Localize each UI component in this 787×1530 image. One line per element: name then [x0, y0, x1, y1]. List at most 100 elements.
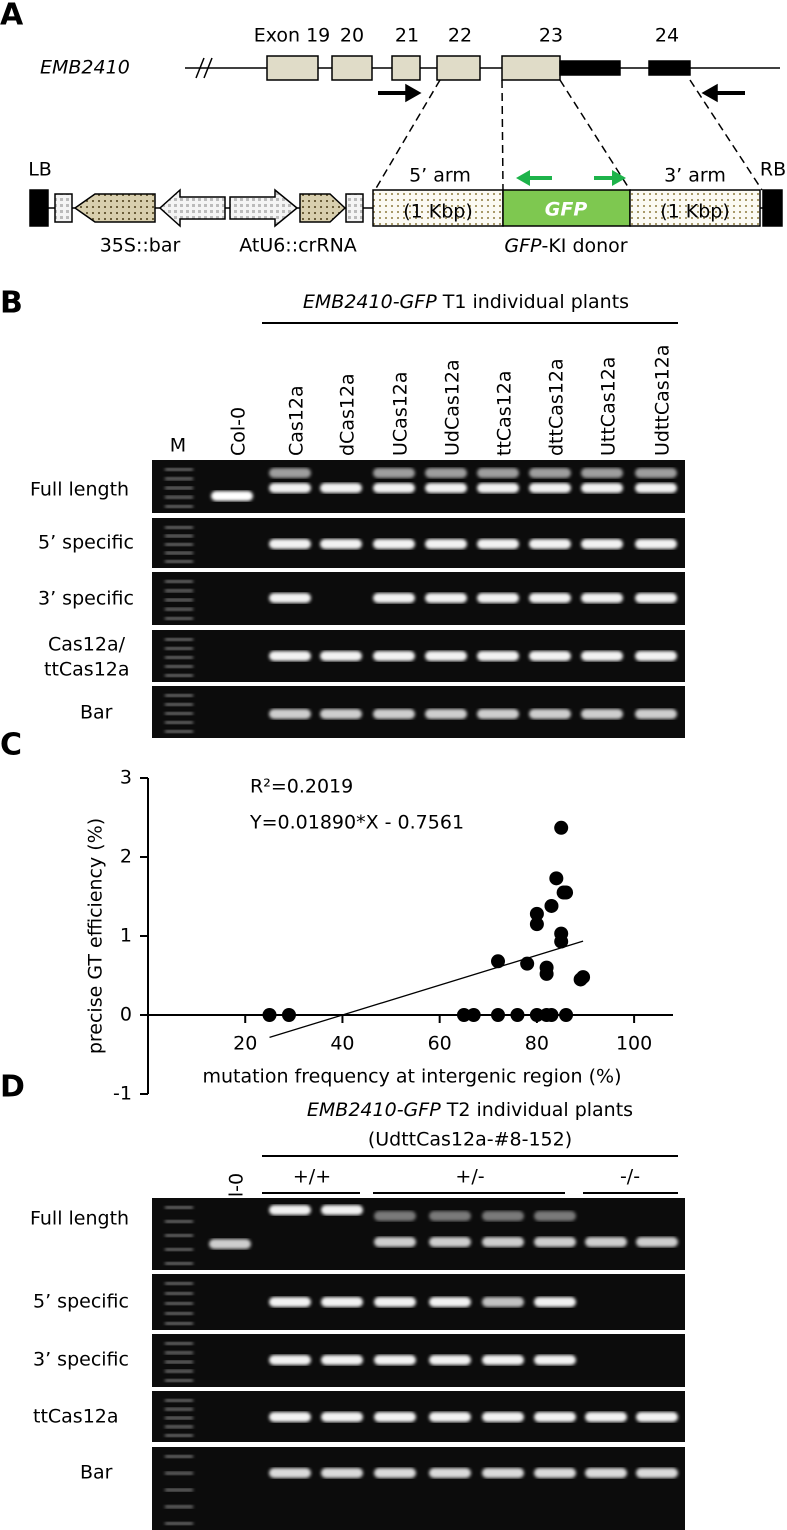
- row-label: 5’ specific: [33, 1291, 129, 1313]
- band: [373, 483, 415, 493]
- band: [373, 468, 415, 478]
- ladder-band: [165, 1282, 193, 1285]
- exon-label: 21: [395, 25, 419, 47]
- ladder-band: [165, 1351, 193, 1355]
- band: [477, 651, 519, 661]
- band: [635, 709, 677, 719]
- band: [425, 539, 467, 549]
- ladder-band: [165, 1416, 193, 1420]
- ladder-band: [165, 543, 193, 546]
- lane-label: UdttCas12a: [652, 345, 674, 457]
- cassette-label: 35S::bar: [100, 235, 181, 257]
- band: [320, 651, 362, 661]
- band: [482, 1468, 524, 1478]
- band: [635, 593, 677, 603]
- band: [269, 651, 311, 661]
- ladder-band: [165, 560, 193, 563]
- ladder-band: [165, 638, 193, 641]
- band: [374, 1237, 416, 1247]
- band: [269, 539, 311, 549]
- ladder-band: [165, 1379, 193, 1382]
- band: [477, 468, 519, 478]
- ladder-band: [165, 674, 193, 677]
- ladder-band: [165, 1505, 193, 1509]
- band: [529, 651, 571, 661]
- lane-label: UttCas12a: [598, 357, 620, 456]
- ladder-band: [165, 495, 193, 499]
- band: [585, 1237, 627, 1247]
- ladder-band: [165, 580, 193, 583]
- gene-model: [185, 55, 780, 191]
- point: [466, 1008, 481, 1022]
- gfp-label: GFP: [545, 199, 588, 221]
- x-tick-label: 60: [428, 1033, 452, 1055]
- band: [429, 1468, 471, 1478]
- band: [529, 593, 571, 603]
- band: [534, 1297, 576, 1307]
- band: [581, 468, 623, 478]
- ladder-band: [165, 534, 193, 538]
- band: [585, 1468, 627, 1478]
- gel: [152, 1198, 685, 1270]
- x-tick-label: 100: [616, 1033, 652, 1055]
- row-label: ttCas12a: [44, 659, 130, 681]
- band: [429, 1412, 471, 1422]
- band: [374, 1355, 416, 1365]
- band: [477, 539, 519, 549]
- band: [373, 709, 415, 719]
- gene-name: EMB2410: [40, 57, 130, 79]
- band: [534, 1412, 576, 1422]
- band: [269, 709, 311, 719]
- gel-title: EMB2410-GFP T1 individual plants: [303, 291, 629, 313]
- point: [554, 926, 569, 941]
- band: [581, 709, 623, 719]
- point: [491, 954, 505, 969]
- gel-title: EMB2410-GFP T2 individual plants: [307, 1099, 633, 1121]
- band: [482, 1237, 524, 1247]
- point: [529, 917, 544, 932]
- band: [482, 1211, 524, 1221]
- band: [425, 483, 467, 493]
- ladder-band: [165, 647, 193, 650]
- band: [374, 1297, 416, 1307]
- band: [482, 1355, 524, 1365]
- ladder-band: [165, 1360, 193, 1364]
- band: [635, 651, 677, 661]
- band: [636, 1237, 678, 1247]
- ladder-band: [165, 468, 193, 471]
- band: [269, 1297, 311, 1307]
- row-label: 5’ specific: [38, 532, 134, 554]
- band: [477, 709, 519, 719]
- band: [477, 593, 519, 603]
- band: [429, 1355, 471, 1365]
- ladder-band: [165, 1262, 193, 1265]
- row-label: Bar: [80, 1462, 113, 1484]
- band: [321, 1205, 363, 1215]
- point: [539, 966, 554, 981]
- ladder-band: [165, 477, 193, 481]
- gel: [152, 1274, 685, 1330]
- panel-label: A: [0, 0, 24, 33]
- band: [581, 593, 623, 603]
- band: [321, 1412, 363, 1422]
- point: [549, 871, 564, 886]
- ladder-band: [165, 1522, 193, 1525]
- ladder-band: [165, 665, 193, 668]
- lane-label: Col-0: [228, 407, 250, 456]
- ladder-band: [165, 1455, 193, 1458]
- lane-label: Cas12a: [286, 385, 308, 456]
- band: [374, 1412, 416, 1422]
- band: [321, 1355, 363, 1365]
- band: [581, 483, 623, 493]
- band: [534, 1355, 576, 1365]
- band: [320, 709, 362, 719]
- arm-size: (1 Kbp): [403, 201, 473, 223]
- gel-subtitle: (UdttCas12a-#8-152): [368, 1129, 572, 1151]
- band: [636, 1412, 678, 1422]
- band: [635, 539, 677, 549]
- band: [321, 1468, 363, 1478]
- annotation: R²=0.2019: [250, 776, 353, 798]
- ladder-band: [165, 1234, 193, 1237]
- ladder-band: [165, 694, 193, 697]
